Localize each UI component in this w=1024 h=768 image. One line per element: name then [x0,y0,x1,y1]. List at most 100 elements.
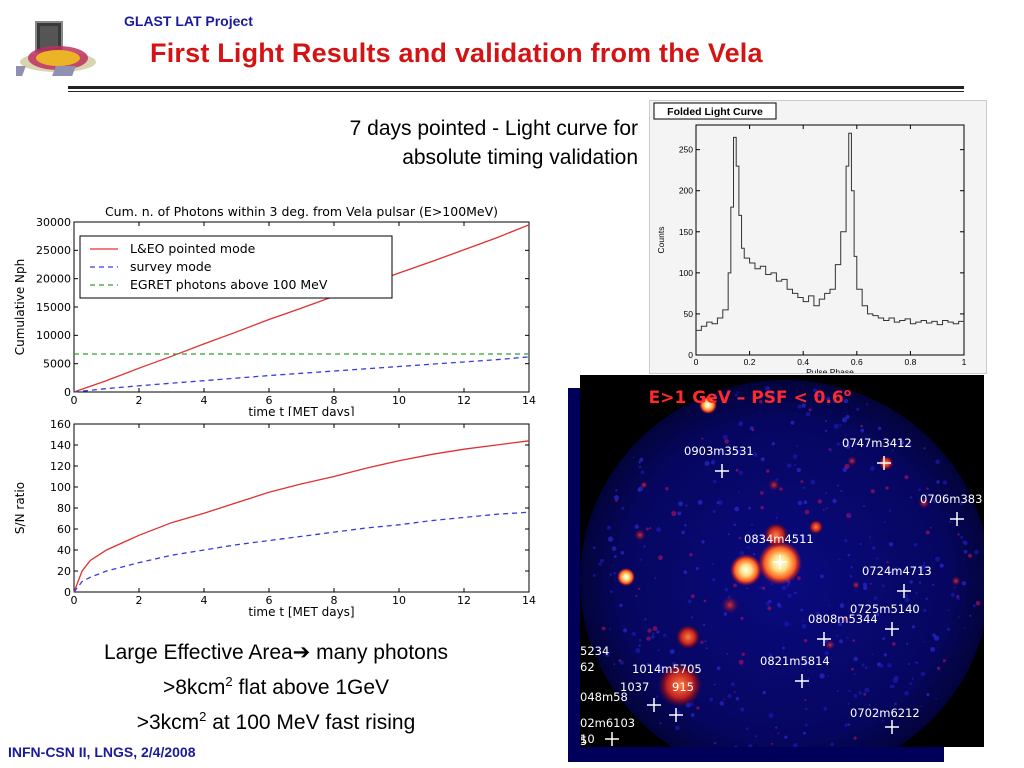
skymap-noise-dot [960,536,964,539]
skymap-noise-dot [854,442,858,446]
skymap-noise-dot [808,408,812,412]
legend-label: survey mode [130,259,212,274]
skymap-noise-dot [865,403,868,406]
skymap-noise-dot [961,581,967,586]
skymap-noise-dot [639,457,644,462]
skymap-noise-dot [719,449,723,453]
skymap-noise-dot [839,424,842,427]
skymap-noise-dot [796,445,799,448]
skymap-noise-dot [781,585,787,591]
skymap-noise-dot [910,496,913,499]
skymap-noise-dot [598,562,602,566]
light-curve-title: Folded Light Curve [667,106,763,118]
skymap-source-label: 1014m5705 [632,662,702,676]
skymap-source-label: 5234 [580,644,609,658]
page-title: First Light Results and validation from … [150,38,763,68]
skymap-noise-dot [702,623,706,626]
skymap-noise-dot [892,642,896,646]
skymap-noise-dot [858,691,862,695]
skymap-noise-dot [638,465,642,469]
skymap-noise-dot [639,558,643,561]
skymap-noise-dot [652,632,655,635]
skymap-noise-dot [794,591,797,594]
skymap-noise-dot [879,664,884,668]
skymap-noise-dot [969,614,972,617]
y-tick-label: 100 [679,268,693,278]
skymap-noise-dot [649,527,652,530]
skymap-noise-dot [748,506,751,510]
skymap-noise-dot [836,484,839,487]
skymap-noise-dot [711,459,716,464]
skymap-noise-dot [934,635,940,641]
skymap-noise-dot [748,744,753,747]
skymap-noise-dot [847,553,851,557]
skymap-noise-dot [755,735,758,738]
skymap-noise-dot [937,666,941,670]
skymap-noise-dot [932,633,936,638]
y-tick-label: 0 [64,386,71,399]
skymap-noise-dot [722,434,728,440]
legend-box [79,235,393,299]
skymap-noise-dot [807,677,810,680]
skymap-source-label: 02m6103 [580,716,635,730]
y-tick-label: 150 [679,227,693,237]
skymap-noise-dot [846,636,849,639]
skymap-noise-dot [959,502,963,506]
skymap-noise-dot [823,706,828,711]
skymap-source-label: 1037 [620,680,649,694]
cumulative-photons-chart: 0 2 4 6 8 10 12 14 0 5000 10000 15000 20000 25000 3000… [14,204,536,416]
light-curve-caption-line2: absolute timing validation [402,146,638,169]
skymap-noise-dot [953,586,956,589]
skymap-noise-dot [712,509,716,514]
skymap-noise-dot [802,619,805,622]
skymap-noise-dot [963,541,968,546]
skymap-source-marker [877,456,891,470]
skymap-noise-dot [726,652,729,655]
skymap-noise-dot [946,627,951,631]
skymap-noise-dot [599,558,605,563]
skymap-noise-dot [842,417,848,423]
skymap-noise-dot [886,560,889,564]
skymap-noise-dot [948,520,951,523]
skymap-noise-dot [620,551,625,555]
skymap-noise-dot [779,487,783,491]
skymap-noise-dot [863,692,867,696]
skymap-noise-dot [838,622,843,626]
skymap-noise-dot [926,487,929,490]
skymap-noise-dot [675,725,680,731]
skymap-noise-dot [844,539,848,543]
x-tick-label: 0 [71,394,78,407]
skymap-noise-dot [665,487,669,491]
skymap-noise-dot [848,513,851,516]
skymap-noise-dot [736,396,741,400]
folded-light-curve-chart: Folded Light Curve 0 0.2 0.4 0.6 0.8 1 0 50 100 15… [653,102,967,377]
skymap-noise-dot [713,683,716,686]
skymap-source-label: 62 [580,660,595,674]
x-tick-label: 2 [136,394,143,407]
skymap-noise-dot [797,576,801,581]
skymap-noise-dot [851,667,854,671]
skymap-noise-dot [700,640,704,644]
skymap-noise-dot [604,651,610,657]
skymap-noise-dot [716,501,720,505]
series-line-0 [696,132,965,331]
skymap-noise-dot [864,687,870,693]
skymap-noise-dot [631,631,636,637]
skymap-noise-dot [877,426,882,431]
skymap-noise-dot [767,606,772,611]
skymap-noise-dot [719,701,724,706]
skymap-noise-dot [765,601,771,607]
x-tick-label: 0.6 [851,357,863,367]
skymap-noise-dot [963,627,966,630]
skymap-noise-dot [593,546,596,549]
x-tick-label: 0.8 [904,357,916,367]
skymap-noise-dot [613,571,617,575]
skymap-noise-dot [652,626,658,631]
skymap-noise-dot [638,461,641,464]
skymap-noise-dot [815,611,820,617]
skymap-noise-dot [613,555,617,558]
skymap-noise-dot [611,546,617,551]
skymap-noise-dot [800,608,803,612]
skymap-source-marker [647,698,661,712]
y-tick-label: 250 [679,145,693,155]
